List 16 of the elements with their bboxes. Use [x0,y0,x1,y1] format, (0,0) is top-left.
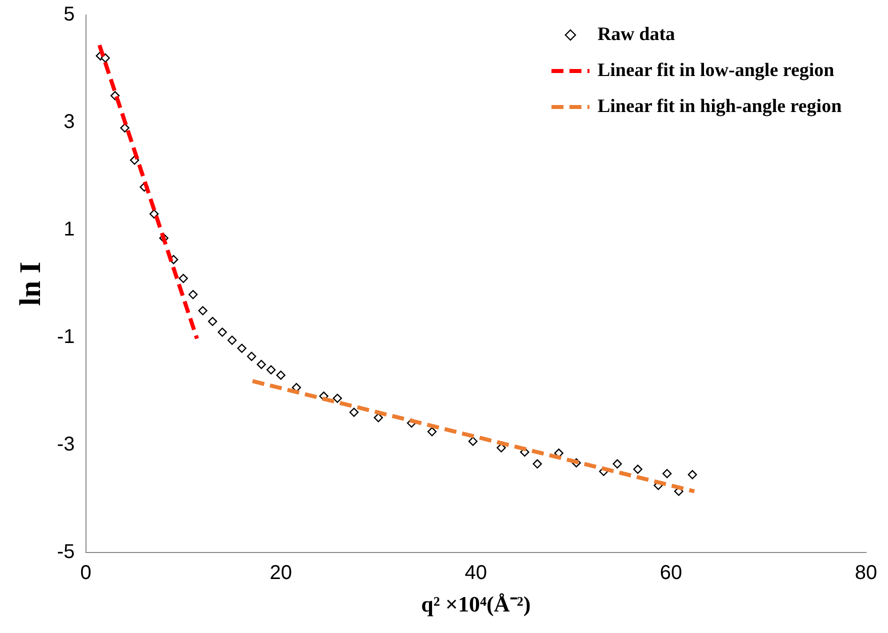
legend-label: Raw data [597,24,676,45]
y-tick-label: -5 [56,541,75,564]
y-tick-label: 1 [64,218,75,241]
x-axis-title: q² ×10⁴(Å⁻²) [421,591,531,616]
y-tick-label: -3 [56,434,75,456]
y-axis-title: ln I [14,262,47,306]
y-tick-label: -1 [56,326,75,348]
legend-label: Linear fit in high-angle region [597,96,842,117]
y-tick-label: 5 [64,4,75,26]
legend-label: Linear fit in low-angle region [597,60,835,81]
x-tick-label: 40 [464,562,488,584]
x-tick-label: 0 [80,562,92,584]
x-tick-label: 80 [854,562,878,584]
y-tick-label: 3 [64,111,75,134]
x-tick-label: 20 [270,562,292,584]
x-tick-label: 60 [660,562,682,584]
